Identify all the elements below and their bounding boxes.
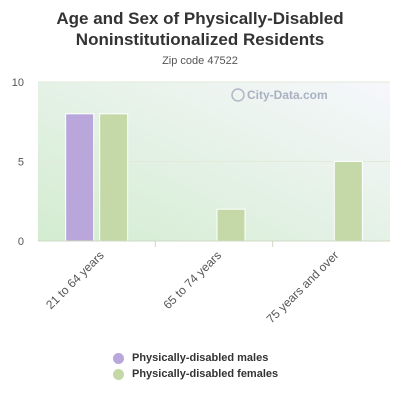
x-tick-label: 65 to 74 years [160,248,224,312]
watermark-text: City-Data.com [247,88,328,102]
watermark-icon [231,88,245,102]
y-tick-label: 5 [18,157,24,169]
legend-label-males: Physically-disabled males [132,352,269,364]
y-tick-label: 10 [12,77,24,89]
chart-title-line2: Noninstitutionalized Residents [75,30,325,49]
y-tick-label: 0 [18,236,24,248]
bar-females[interactable] [333,161,363,242]
watermark: City-Data.com [231,88,328,102]
legend-item-males: Physically-disabled males [113,350,278,366]
x-tick-label: 75 years and over [264,248,342,326]
bar-males[interactable] [65,113,95,242]
legend: Physically-disabled males Physically-dis… [113,350,278,382]
legend-swatch-males [113,352,124,364]
bar-females[interactable] [216,208,246,242]
legend-swatch-females [113,368,124,380]
chart-title-line1: Age and Sex of Physically-Disabled [56,9,344,28]
x-tick-label: 21 to 64 years [43,248,107,312]
legend-label-females: Physically-disabled females [132,368,279,380]
chart-subtitle: Zip code 47522 [162,55,238,67]
legend-item-females: Physically-disabled females [113,366,278,382]
bar-females[interactable] [99,113,129,242]
chart-title: Age and Sex of Physically-Disabled Nonin… [0,8,400,50]
